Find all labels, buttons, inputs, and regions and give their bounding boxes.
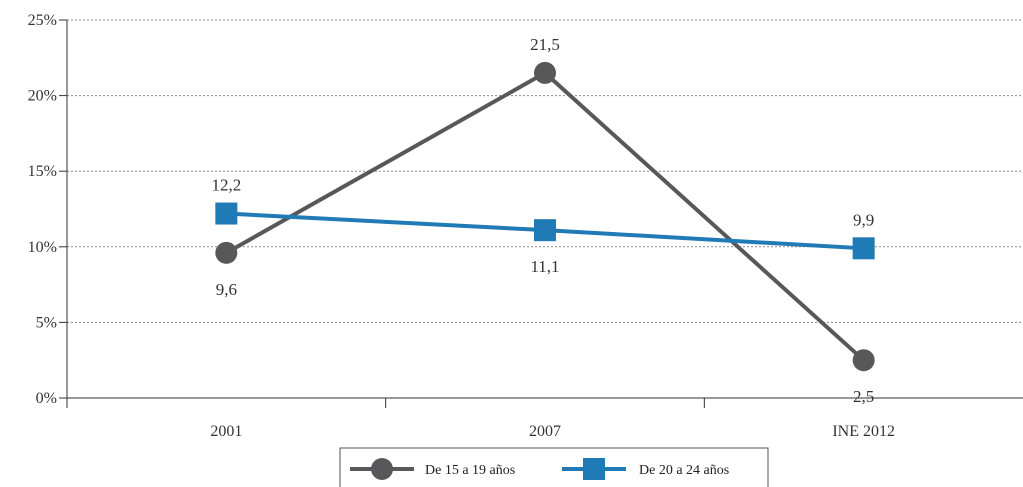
axes bbox=[59, 19, 1023, 408]
x-tick-label: 2001 bbox=[210, 423, 242, 440]
x-tick-label: INE 2012 bbox=[832, 423, 895, 440]
data-label: 9,6 bbox=[216, 280, 237, 299]
y-tick-label: 0% bbox=[36, 390, 57, 407]
legend-label: De 15 a 19 años bbox=[425, 463, 515, 478]
data-point bbox=[215, 241, 238, 264]
data-label: 21,5 bbox=[530, 35, 560, 54]
legend-swatch-marker bbox=[371, 458, 393, 480]
legend-swatch-marker bbox=[583, 458, 605, 480]
y-tick-label: 15% bbox=[28, 163, 57, 180]
data-point bbox=[852, 237, 875, 260]
x-axis-tick-labels: 2001 2007 INE 2012 bbox=[210, 423, 895, 440]
data-label: 11,1 bbox=[530, 257, 559, 276]
data-point bbox=[534, 219, 556, 242]
data-point bbox=[534, 61, 556, 84]
data-label: 2,5 bbox=[853, 387, 874, 406]
data-label: 12,2 bbox=[211, 176, 241, 195]
y-tick-label: 10% bbox=[28, 239, 57, 256]
data-label: 9,9 bbox=[853, 210, 874, 229]
legend: De 15 a 19 años De 20 a 24 años bbox=[339, 447, 769, 487]
data-point bbox=[215, 202, 238, 225]
x-tick-label: 2007 bbox=[529, 423, 561, 440]
data-point bbox=[852, 349, 875, 372]
series-group: 9,6 21,5 2,5 12,2 11,1 9,9 bbox=[211, 35, 875, 406]
y-tick-label: 5% bbox=[36, 314, 57, 331]
y-tick-label: 25% bbox=[28, 12, 57, 29]
y-tick-label: 20% bbox=[28, 88, 57, 105]
legend-label: De 20 a 24 años bbox=[639, 463, 729, 478]
y-axis-tick-labels: 0% 5% 10% 15% 20% 25% bbox=[28, 12, 57, 407]
